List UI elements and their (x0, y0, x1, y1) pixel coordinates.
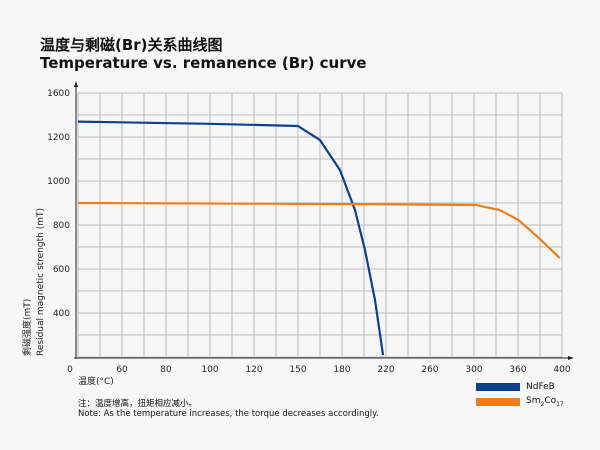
y-tick-label: 400 (53, 309, 70, 319)
legend-ndfeb: NdFeB (476, 382, 555, 392)
y-tick-label: 1000 (47, 177, 70, 187)
x-axis-label: 温度(°C) (78, 375, 114, 387)
x-tick-label: 80 (160, 365, 172, 375)
note-en: Note: As the temperature increases, the … (78, 409, 379, 419)
x-tick-label: 0 (67, 365, 73, 375)
legend-label: Sm2Co17 (526, 396, 564, 408)
y-tick-label: 1200 (47, 133, 70, 143)
series-line-ndfeb (77, 120, 385, 356)
title-cn: 温度与剩磁(Br)关系曲线图 (40, 36, 223, 54)
x-tick-label: 120 (245, 365, 262, 375)
y-tick-label: 1600 (47, 89, 70, 99)
y-axis-label-cn: 剩磁强度(mT) (21, 299, 33, 356)
y-axis-arrow (74, 81, 78, 87)
x-tick-label: 360 (509, 365, 526, 375)
x-tick-label: 100 (201, 365, 218, 375)
x-axis-arrow (568, 356, 574, 360)
x-tick-label: 220 (377, 365, 394, 375)
legend-label: NdFeB (526, 382, 555, 392)
x-tick-label: 400 (553, 365, 570, 375)
x-tick-label: 150 (289, 365, 306, 375)
x-tick-label: 180 (333, 365, 350, 375)
series-line-smco (77, 201, 561, 259)
legend-swatch (476, 397, 520, 406)
legend-smco: Sm2Co17 (476, 396, 564, 408)
x-tick-label: 260 (421, 365, 438, 375)
note-cn: 注：温度增高，扭矩相应减小。 (78, 399, 198, 409)
y-tick-label: 600 (53, 265, 70, 275)
legend-swatch (476, 383, 520, 391)
title-en: Temperature vs. remanence (Br) curve (40, 54, 367, 72)
x-tick-label: 60 (116, 365, 128, 375)
y-axis-label-en: Residual magnetic strength (mT) (36, 208, 46, 356)
x-tick-label: 300 (465, 365, 482, 375)
y-tick-label: 800 (53, 221, 70, 231)
